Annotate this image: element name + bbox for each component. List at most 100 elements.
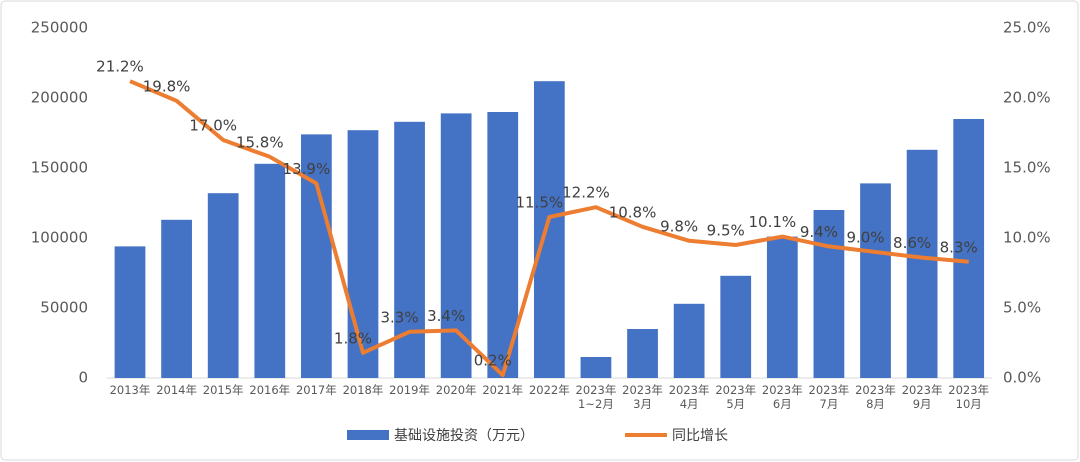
x-tick-line: 9月: [913, 397, 932, 411]
data-label: 0.2%: [474, 352, 512, 370]
x-tick-label: 2015年: [203, 383, 244, 397]
y2-tick-label: 15.0%: [1003, 159, 1051, 177]
x-tick-line: 2013年: [110, 383, 151, 397]
x-tick-label: 2018年: [343, 383, 384, 397]
bar: [953, 119, 985, 378]
bar: [394, 121, 425, 379]
bar: [161, 219, 192, 378]
x-tick-line: 2016年: [249, 383, 290, 397]
data-label: 17.0%: [189, 117, 237, 135]
y2-tick-label: 20.0%: [1003, 89, 1051, 107]
x-tick-line: 6月: [773, 397, 792, 411]
x-tick-line: 1~2月: [578, 397, 614, 411]
x-tick-line: 2023年: [948, 383, 989, 397]
y-tick-label: 100000: [31, 229, 88, 247]
x-tick-line: 10月: [956, 397, 982, 411]
x-tick-label: 2013年: [110, 383, 151, 397]
x-tick-line: 2022年: [529, 383, 570, 397]
data-label: 9.5%: [707, 222, 745, 240]
x-tick-label: 2023年 10月: [948, 383, 989, 411]
data-label: 9.4%: [800, 223, 838, 241]
x-tick-line: 2019年: [389, 383, 430, 397]
legend-label: 基础设施投资（万元）: [394, 427, 534, 444]
bar: [254, 163, 286, 378]
bar: [906, 149, 938, 378]
y2-tick-label: 5.0%: [1003, 299, 1041, 317]
x-tick-label: 2023年 6月: [762, 383, 803, 411]
data-label: 3.4%: [427, 307, 465, 325]
bar: [720, 275, 752, 378]
y-tick-label: 250000: [31, 19, 88, 37]
bar: [301, 134, 332, 378]
x-tick-label: 2023年 9月: [902, 383, 943, 411]
data-label: 8.6%: [893, 234, 931, 252]
x-tick-label: 2020年: [436, 383, 477, 397]
x-tick-line: 2023年: [669, 383, 710, 397]
y-tick-label: 150000: [31, 159, 88, 177]
x-tick-label: 2021年: [482, 383, 523, 397]
x-tick-line: 2018年: [343, 383, 384, 397]
x-tick-line: 7月: [820, 397, 839, 411]
x-tick-line: 2021年: [482, 383, 523, 397]
data-label: 3.3%: [381, 308, 419, 326]
bar: [813, 210, 845, 378]
x-tick-line: 5月: [726, 397, 745, 411]
x-tick-line: 4月: [680, 397, 699, 411]
x-tick-line: 2020年: [436, 383, 477, 397]
x-tick-label: 2023年 7月: [809, 383, 850, 411]
x-tick-label: 2017年: [296, 383, 337, 397]
data-label: 19.8%: [143, 77, 191, 95]
data-label: 12.2%: [562, 184, 610, 202]
bar: [207, 193, 239, 378]
data-label: 10.8%: [609, 203, 657, 221]
data-label: 9.8%: [660, 217, 698, 235]
x-tick-line: 2014年: [156, 383, 197, 397]
data-label: 13.9%: [283, 160, 331, 178]
x-tick-label: 2022年: [529, 383, 570, 397]
x-tick-line: 2023年: [622, 383, 663, 397]
x-tick-line: 2023年: [855, 383, 896, 397]
bar: [766, 236, 798, 378]
bar: [860, 183, 891, 378]
bar: [627, 329, 658, 378]
x-tick-label: 2023年 3月: [622, 383, 663, 411]
data-label: 1.8%: [334, 329, 372, 347]
y2-tick-label: 10.0%: [1003, 229, 1051, 247]
legend-swatch: [347, 430, 389, 440]
x-tick-line: 2015年: [203, 383, 244, 397]
x-tick-line: 8月: [866, 397, 885, 411]
bar: [347, 130, 379, 378]
x-tick-label: 2014年: [156, 383, 197, 397]
x-tick-line: 2017年: [296, 383, 337, 397]
y-tick-label: 50000: [40, 299, 88, 317]
y-tick-label: 200000: [31, 89, 88, 107]
x-tick-line: 2023年: [762, 383, 803, 397]
data-label: 15.8%: [236, 133, 284, 151]
data-label: 21.2%: [96, 58, 144, 76]
y2-tick-label: 0.0%: [1003, 369, 1041, 387]
x-tick-label: 2023年 8月: [855, 383, 896, 411]
x-tick-label: 2023年 4月: [669, 383, 710, 411]
data-label: 9.0%: [846, 229, 884, 247]
data-label: 10.1%: [748, 213, 796, 231]
y2-tick-label: 25.0%: [1003, 19, 1051, 37]
x-tick-label: 2023年 1~2月: [576, 383, 617, 411]
x-tick-line: 3月: [633, 397, 652, 411]
x-tick-line: 2023年: [576, 383, 617, 397]
y-tick-label: 0: [78, 369, 88, 387]
data-label: 8.3%: [940, 238, 978, 256]
bar: [673, 303, 705, 378]
x-tick-label: 2016年: [249, 383, 290, 397]
bar: [533, 81, 565, 378]
x-tick-line: 2023年: [902, 383, 943, 397]
x-tick-label: 2023年 5月: [715, 383, 756, 411]
line: [129, 79, 969, 378]
x-tick-label: 2019年: [389, 383, 430, 397]
bar: [440, 113, 472, 379]
data-label: 11.5%: [516, 194, 564, 212]
bar: [580, 357, 612, 378]
x-tick-line: 2023年: [715, 383, 756, 397]
legend-label: 同比增长: [672, 428, 728, 444]
x-tick-line: 2023年: [809, 383, 850, 397]
